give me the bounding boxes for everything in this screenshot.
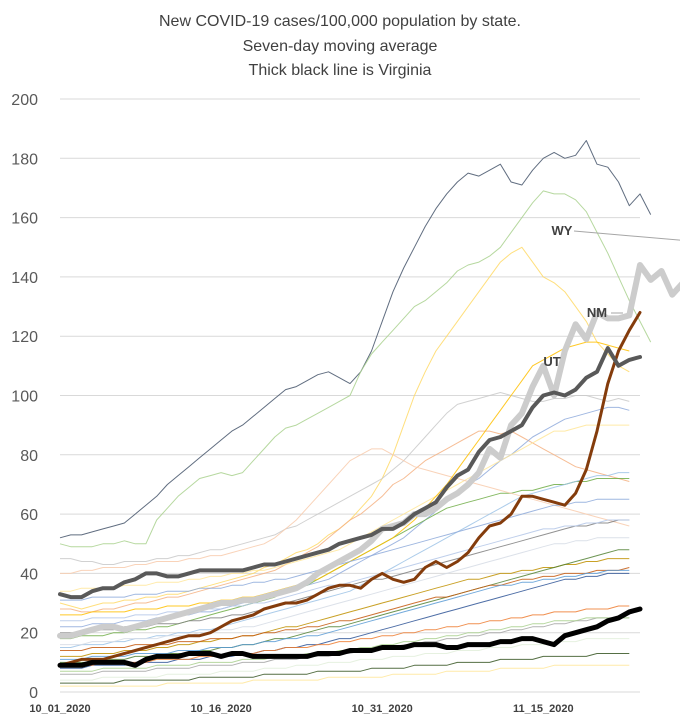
y-tick-label-60: 60 bbox=[20, 507, 38, 524]
state-series-line-24 bbox=[60, 498, 630, 601]
x-tick-label-11_15_2020: 11_15_2020 bbox=[513, 703, 574, 715]
state-series-line-4 bbox=[60, 392, 630, 565]
state-series-line-5 bbox=[60, 430, 630, 613]
highlighted-state-series bbox=[57, 262, 680, 668]
state-series-line-11 bbox=[60, 549, 630, 663]
series-line-ut bbox=[58, 346, 642, 600]
y-tick-label-140: 140 bbox=[11, 270, 38, 287]
state-series-line-13 bbox=[60, 572, 630, 669]
state-annotations: WY NM UT bbox=[543, 223, 680, 369]
y-tick-label-180: 180 bbox=[11, 151, 38, 168]
state-series-line-2 bbox=[59, 190, 652, 548]
background-state-series bbox=[59, 140, 652, 687]
annotation-leader-wy bbox=[573, 230, 680, 241]
x-axis-tick-labels: 10_01_2020 10_16_2020 10_31_2020 11_15_2020 bbox=[29, 703, 573, 715]
chart-title-line-2: Seven-day moving average bbox=[243, 38, 438, 55]
y-tick-label-200: 200 bbox=[11, 92, 38, 109]
state-series-line-21 bbox=[60, 537, 630, 646]
state-series-line-12 bbox=[60, 448, 630, 574]
series-line-va bbox=[57, 606, 643, 668]
state-series-line-10 bbox=[60, 558, 630, 657]
state-series-line-22 bbox=[60, 605, 630, 666]
annotation-wy: WY bbox=[552, 223, 573, 238]
annotation-nm: NM bbox=[587, 305, 607, 320]
y-tick-label-0: 0 bbox=[29, 685, 38, 702]
y-tick-label-40: 40 bbox=[20, 566, 38, 583]
y-tick-label-80: 80 bbox=[20, 448, 38, 465]
x-tick-label-10_16_2020: 10_16_2020 bbox=[191, 703, 252, 715]
state-series-line-26 bbox=[60, 664, 630, 687]
state-series-line-18 bbox=[60, 341, 630, 616]
state-series-line-1 bbox=[59, 140, 652, 539]
state-series-line-20 bbox=[60, 638, 630, 681]
state-series-line-19 bbox=[60, 569, 630, 660]
x-tick-label-10_01_2020: 10_01_2020 bbox=[29, 703, 90, 715]
y-axis-tick-labels: 0 20 40 60 80 100 120 140 160 180 200 bbox=[11, 92, 38, 702]
series-line-nm bbox=[58, 311, 642, 667]
state-series-line-3 bbox=[59, 246, 630, 610]
chart-title-line-3: Thick black line is Virginia bbox=[249, 62, 432, 79]
state-series-line-9 bbox=[60, 472, 630, 648]
state-series-line-23 bbox=[60, 653, 630, 684]
annotation-ut: UT bbox=[543, 354, 560, 369]
y-tick-label-20: 20 bbox=[20, 626, 38, 643]
y-tick-label-160: 160 bbox=[11, 211, 38, 228]
y-tick-label-100: 100 bbox=[11, 389, 38, 406]
chart-title-line-1: New COVID-19 cases/100,000 population by… bbox=[159, 13, 521, 30]
state-series-line-8 bbox=[60, 424, 630, 592]
x-tick-label-10_31_2020: 10_31_2020 bbox=[352, 703, 413, 715]
y-tick-label-120: 120 bbox=[11, 329, 38, 346]
series-line-wy bbox=[57, 262, 680, 639]
